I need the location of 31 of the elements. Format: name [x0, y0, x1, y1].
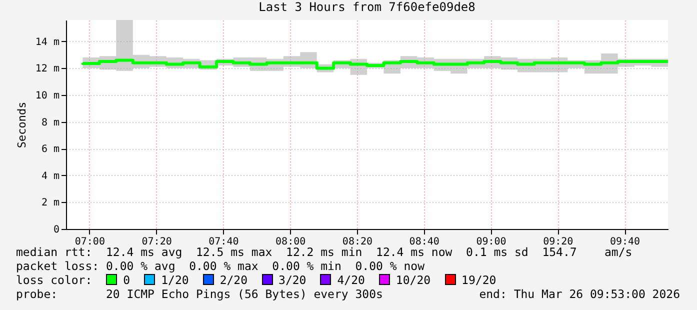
- x-tick-label: 07:40: [208, 236, 239, 248]
- x-tick-label: 09:00: [476, 236, 506, 248]
- text: 1/20: [161, 273, 189, 287]
- text: packet loss: 0.00 % avg 0.00 % max 0.00 % min 0.00 % now: [16, 259, 426, 273]
- text: 3/20: [278, 273, 306, 287]
- text: 0: [123, 273, 130, 287]
- y-tick-label: 0: [53, 224, 60, 236]
- y-tick-label: 10 m: [35, 90, 60, 102]
- text: loss color:: [16, 273, 92, 287]
- text: 2/20: [220, 273, 248, 287]
- y-axis-title: Seconds: [15, 102, 28, 148]
- text: 10/20: [396, 273, 431, 287]
- y-tick-label: 2 m: [41, 198, 60, 209]
- chart-title: Last 3 Hours from 7f60efe09de8: [258, 0, 476, 14]
- text: probe: 20 ICMP Echo Pings (56 Bytes) every 300s: [16, 287, 383, 301]
- text: median rtt: 12.4 ms avg 12.5 ms max 12.2 ms min 12.4 ms now 0.1 ms sd 154.7 am/s: [16, 245, 634, 259]
- y-tick-label: 4 m: [41, 170, 60, 182]
- y-tick-label: 6 m: [41, 144, 60, 156]
- text: end: Thu Mar 26 09:53:00 2026: [479, 287, 680, 301]
- y-tick-label: 12 m: [35, 64, 60, 75]
- x-tick-label: 08:20: [342, 236, 373, 248]
- x-tick-label: 08:40: [409, 236, 440, 248]
- text: 19/20: [462, 273, 496, 287]
- x-tick-label: 09:20: [543, 236, 574, 248]
- x-tick-label: 08:00: [276, 236, 306, 248]
- x-tick-label: 09:40: [610, 236, 640, 248]
- x-tick-label: 07:20: [142, 236, 172, 248]
- x-tick-label: 07:00: [74, 236, 105, 248]
- text: 4/20: [337, 273, 365, 287]
- y-tick-label: 8 m: [41, 117, 60, 128]
- y-tick-label: 14 m: [35, 36, 60, 48]
